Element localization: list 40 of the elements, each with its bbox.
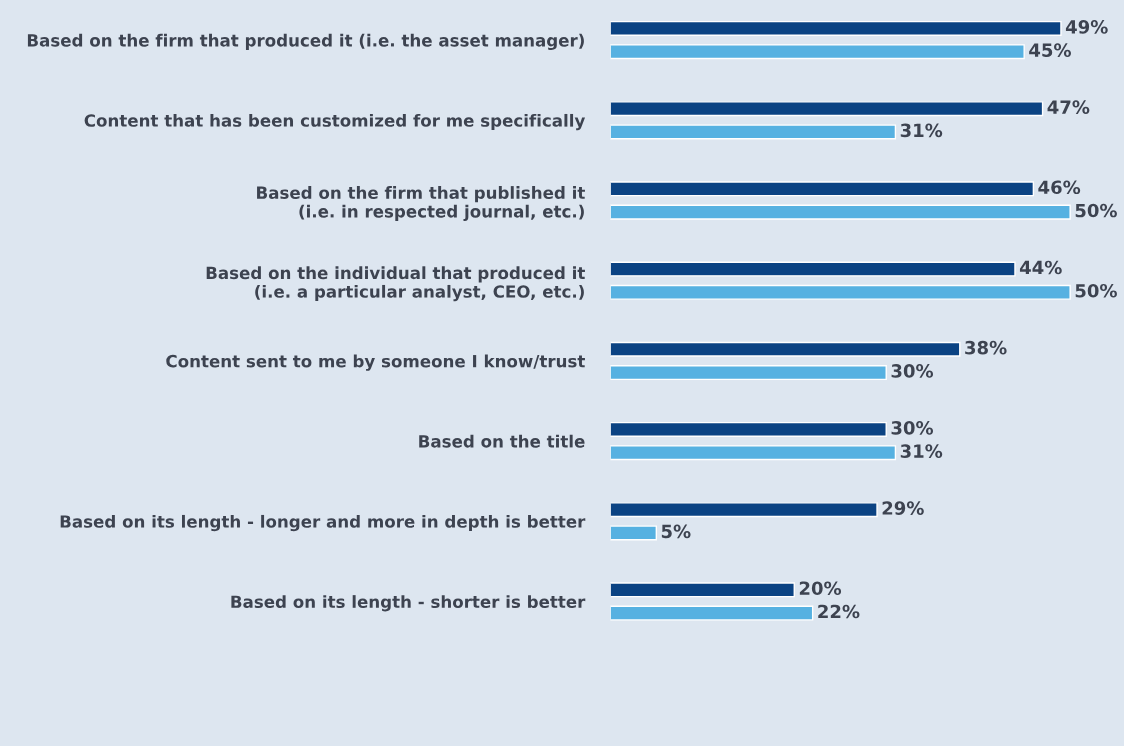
data-label: 5%	[661, 524, 691, 539]
bar	[610, 502, 878, 518]
bar	[610, 341, 961, 357]
data-label: 30%	[891, 364, 934, 378]
data-label: 47%	[1047, 100, 1090, 114]
y-tick-label: Based on the title	[419, 434, 585, 448]
y-tick-label: Based on its length - longer and more in depth is better	[60, 514, 586, 532]
bar	[610, 261, 1016, 277]
data-label: 29%	[882, 501, 924, 515]
data-label: 50%	[1075, 283, 1117, 298]
y-tick-label: Content that has been customized for me specifically	[84, 113, 586, 131]
bar	[610, 101, 1044, 117]
bar	[610, 421, 887, 437]
y-tick-label: Based on the firm that published it (i.e. in respected journal, etc.)	[257, 186, 585, 222]
bar	[610, 20, 1062, 36]
bar	[610, 445, 897, 461]
bar	[610, 204, 1071, 220]
data-label: 31%	[900, 444, 943, 458]
data-label: 38%	[965, 340, 1007, 355]
data-label: 30%	[891, 421, 934, 435]
data-label: 50%	[1075, 203, 1117, 218]
bar	[610, 582, 795, 598]
data-label: 46%	[1038, 180, 1081, 195]
data-label: 44%	[1019, 260, 1062, 275]
bar	[610, 525, 658, 541]
bar	[610, 124, 897, 140]
data-label: 45%	[1029, 43, 1071, 57]
bar	[610, 181, 1035, 197]
y-tick-label: Content sent to me by someone I know/trust	[166, 354, 585, 371]
data-label: 22%	[818, 604, 860, 619]
data-label: 31%	[900, 123, 943, 138]
bar	[610, 44, 1025, 60]
data-label: 20%	[799, 581, 842, 596]
data-label: 49%	[1065, 20, 1108, 34]
bar	[610, 364, 887, 381]
y-tick-label: Based on the firm that produced it (i.e. the asset manager)	[27, 33, 584, 51]
y-tick-label: Based on the individual that produced it (i.e. a particular analyst, CEO, etc.)	[206, 266, 585, 302]
y-tick-label: Based on its length - shorter is better	[231, 595, 586, 612]
bar	[610, 284, 1071, 300]
bar	[610, 605, 814, 621]
